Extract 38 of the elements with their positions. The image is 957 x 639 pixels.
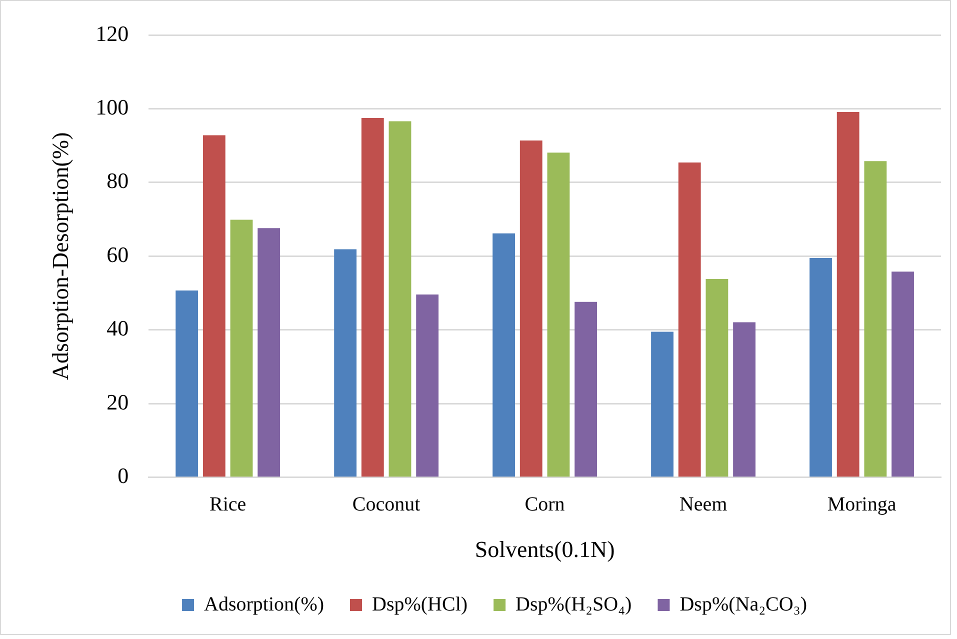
- bar: [678, 162, 701, 477]
- bar: [574, 302, 598, 477]
- bar: [836, 112, 860, 477]
- bar: [810, 258, 832, 477]
- y-axis-title: Adsorption-Desorption(%): [48, 132, 73, 380]
- bar: [334, 249, 357, 477]
- legend-label: Dsp%(Na₂CO₃): [680, 593, 807, 616]
- bar: [651, 332, 674, 477]
- y-tick-label: 100: [96, 94, 129, 120]
- y-tick-label: 0: [118, 463, 129, 488]
- legend-label: Dsp%(H₂SO₄): [516, 593, 632, 616]
- x-tick-label: Rice: [210, 494, 246, 516]
- y-tick-label: 40: [106, 316, 129, 341]
- bar: [258, 228, 280, 477]
- bar: [416, 294, 439, 477]
- bar: [388, 121, 412, 477]
- x-tick-label: Moringa: [827, 494, 896, 516]
- bar: [492, 233, 515, 477]
- bar: [892, 272, 914, 477]
- bar: [202, 135, 226, 477]
- y-tick-label: 120: [96, 20, 129, 46]
- bar: [361, 118, 384, 477]
- x-tick-label: Corn: [524, 494, 565, 516]
- x-tick-label: Neem: [679, 494, 728, 516]
- legend-label: Adsorption(%): [204, 593, 324, 616]
- bar: [520, 140, 542, 477]
- y-tick-label: 60: [106, 242, 129, 267]
- bar: [176, 290, 198, 477]
- x-axis-title: Solvents(0.1N): [474, 537, 615, 562]
- y-tick-label: 20: [106, 389, 129, 414]
- bar: [547, 152, 570, 477]
- legend-label: Dsp%(HCl): [372, 593, 468, 616]
- bar: [864, 161, 887, 477]
- bar: [733, 322, 756, 477]
- x-tick-label: Coconut: [352, 494, 421, 516]
- bar: [230, 220, 253, 477]
- bar: [706, 279, 728, 477]
- y-tick-label: 80: [106, 168, 129, 194]
